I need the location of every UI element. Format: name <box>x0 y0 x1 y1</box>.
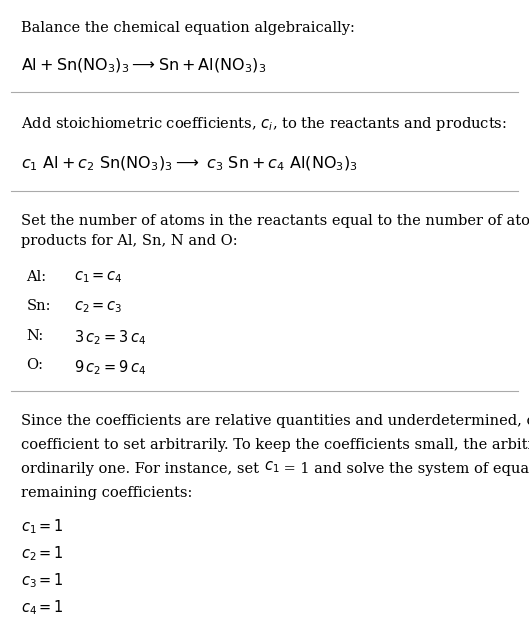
Text: Add stoichiometric coefficients, $c_i$, to the reactants and products:: Add stoichiometric coefficients, $c_i$, … <box>21 115 507 134</box>
Text: $3\,c_2 = 3\,c_4$: $3\,c_2 = 3\,c_4$ <box>74 329 147 347</box>
Text: remaining coefficients:: remaining coefficients: <box>21 486 193 500</box>
Text: coefficient to set arbitrarily. To keep the coefficients small, the arbitrary va: coefficient to set arbitrarily. To keep … <box>21 438 529 452</box>
Text: Balance the chemical equation algebraically:: Balance the chemical equation algebraica… <box>21 21 355 34</box>
Text: Al:: Al: <box>26 270 47 283</box>
Text: $c_1 = c_4$: $c_1 = c_4$ <box>74 270 123 285</box>
Text: = 1 and solve the system of equations for the: = 1 and solve the system of equations fo… <box>279 462 529 476</box>
Text: $c_1 = 1$: $c_1 = 1$ <box>21 517 64 536</box>
Text: $c_3 = 1$: $c_3 = 1$ <box>21 571 64 590</box>
Text: ordinarily one. For instance, set: ordinarily one. For instance, set <box>21 462 264 476</box>
Text: $c_4 = 1$: $c_4 = 1$ <box>21 598 64 617</box>
Text: O:: O: <box>26 358 43 372</box>
Text: N:: N: <box>26 329 44 342</box>
Text: $c_1$: $c_1$ <box>264 459 279 475</box>
Text: Sn:: Sn: <box>26 299 51 313</box>
Text: $9\,c_2 = 9\,c_4$: $9\,c_2 = 9\,c_4$ <box>74 358 147 377</box>
Text: $c_2 = 1$: $c_2 = 1$ <box>21 544 64 563</box>
Text: $\mathrm{Al + Sn(NO_3)_3 \longrightarrow Sn + Al(NO_3)_3}$: $\mathrm{Al + Sn(NO_3)_3 \longrightarrow… <box>21 57 267 75</box>
Text: $c_1\ \mathrm{Al} + c_2\ \mathrm{Sn(NO_3)_3 \longrightarrow}\ c_3\ \mathrm{Sn} +: $c_1\ \mathrm{Al} + c_2\ \mathrm{Sn(NO_3… <box>21 154 358 172</box>
Text: Since the coefficients are relative quantities and underdetermined, choose a: Since the coefficients are relative quan… <box>21 414 529 428</box>
Text: Set the number of atoms in the reactants equal to the number of atoms in the
pro: Set the number of atoms in the reactants… <box>21 214 529 248</box>
Text: $c_2 = c_3$: $c_2 = c_3$ <box>74 299 123 315</box>
